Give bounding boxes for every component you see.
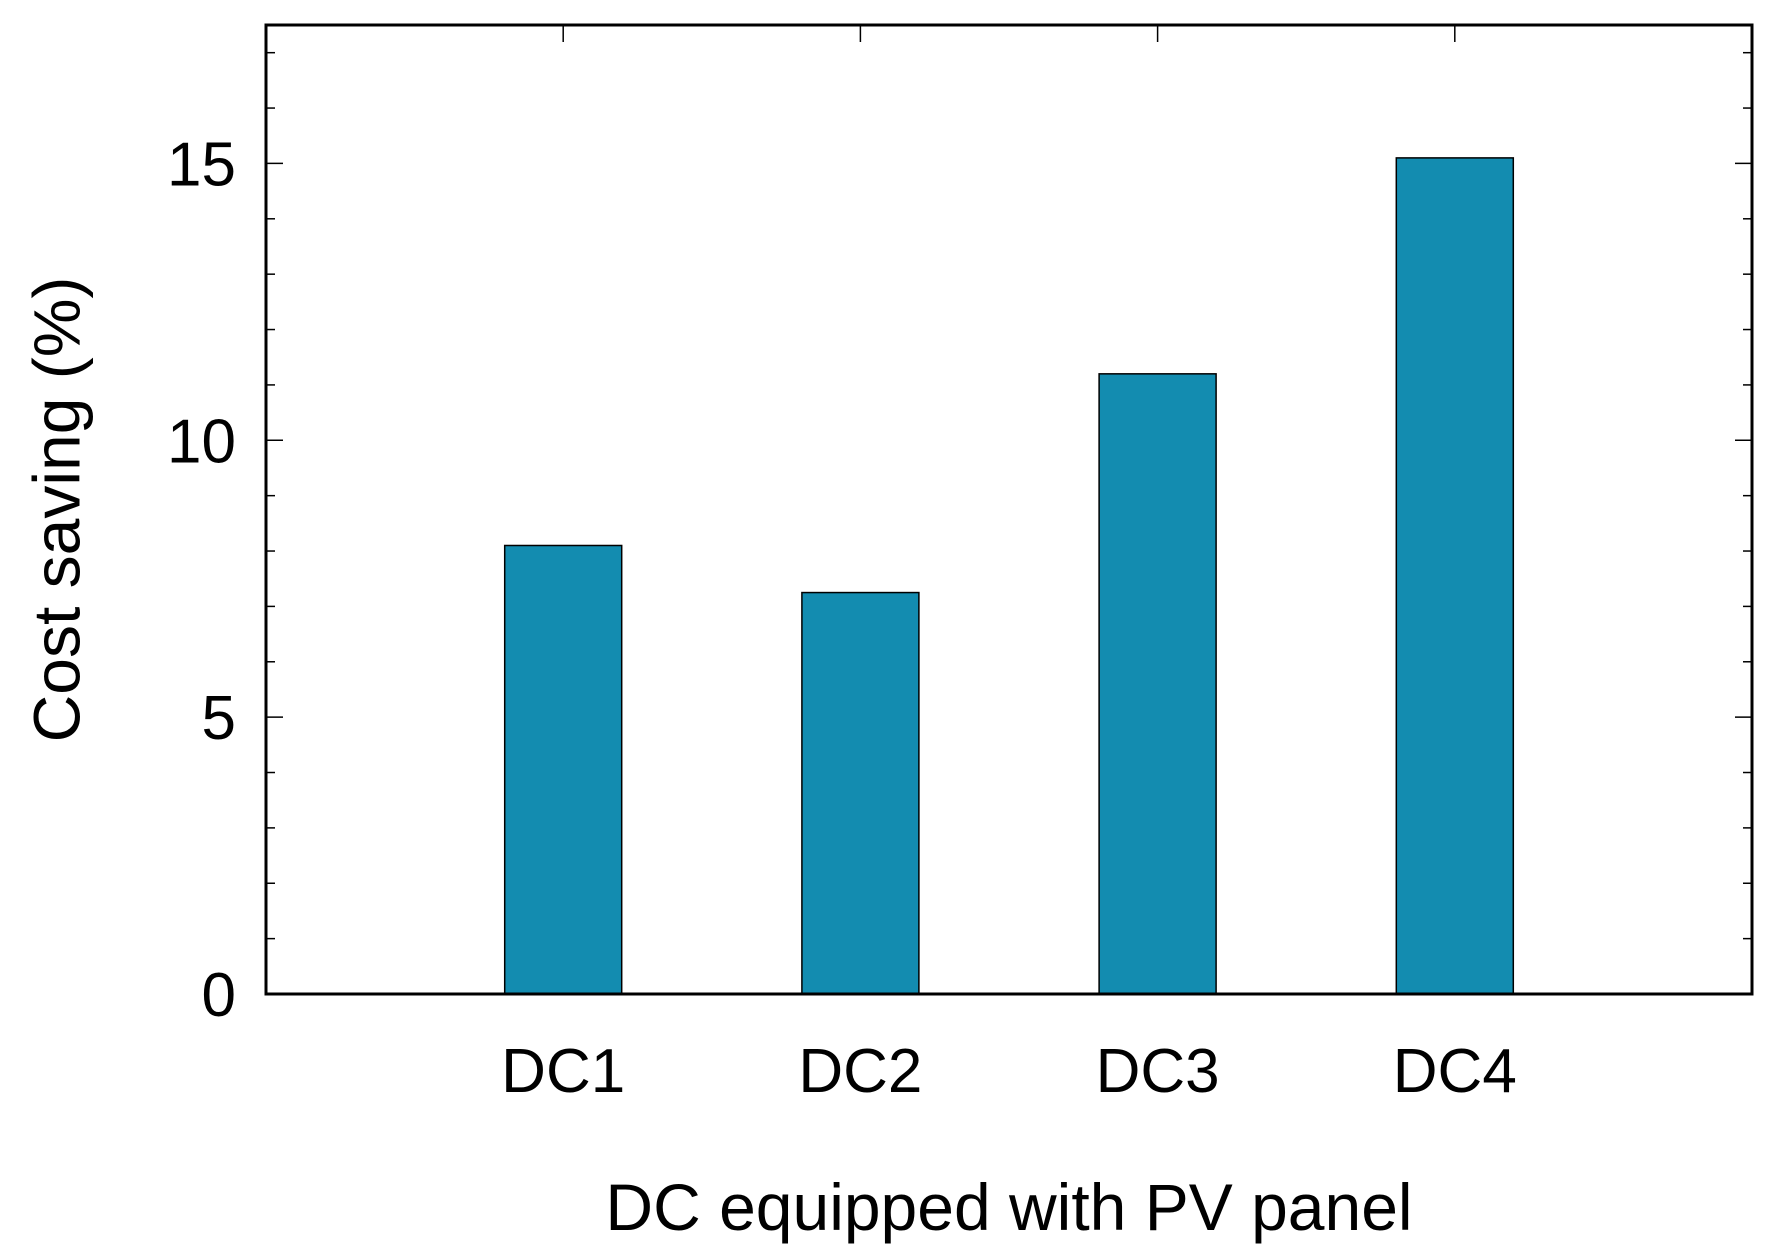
y-tick-label: 0	[202, 961, 236, 1030]
x-tick-label-dc2: DC2	[798, 1037, 922, 1106]
y-tick-label: 5	[202, 684, 236, 753]
y-tick-label: 15	[167, 130, 236, 199]
y-axis-title: Cost saving (%)	[19, 277, 93, 743]
bar-dc2	[801, 591, 920, 995]
x-tick-label-dc3: DC3	[1096, 1037, 1220, 1106]
x-tick-labels: DC1 DC2 DC3 DC4	[501, 1037, 1517, 1106]
y-tick-label: 10	[167, 407, 236, 476]
bar-dc4	[1395, 157, 1515, 995]
x-tick-label-dc4: DC4	[1393, 1037, 1517, 1106]
y-tick-labels: 0 5 10 15	[167, 130, 236, 1030]
plot-frame	[264, 23, 1754, 996]
ticks-layer	[266, 25, 1752, 995]
x-axis-title: DC equipped with PV panel	[605, 1170, 1412, 1244]
bars-layer	[503, 157, 1515, 995]
x-tick-label-dc1: DC1	[501, 1037, 625, 1106]
bar-dc3	[1098, 373, 1217, 995]
bar-dc1	[503, 544, 623, 995]
